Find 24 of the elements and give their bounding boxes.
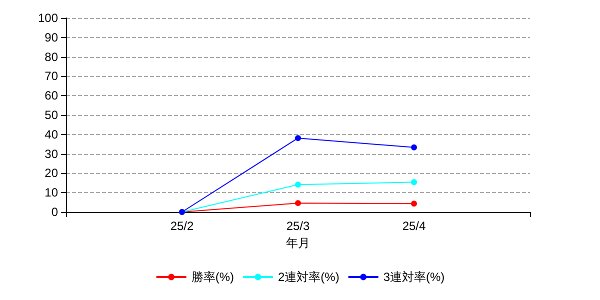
legend-label: 2連対率(%) bbox=[278, 270, 340, 284]
x-tick-label: 25/4 bbox=[402, 219, 426, 233]
y-tick-label: 20 bbox=[44, 166, 58, 180]
y-tick-label: 0 bbox=[51, 205, 58, 219]
y-tick-label: 70 bbox=[44, 69, 58, 84]
y-tick-label: 10 bbox=[44, 186, 58, 200]
point bbox=[295, 200, 301, 206]
y-tick-label: 90 bbox=[44, 30, 58, 44]
point bbox=[295, 182, 301, 188]
point bbox=[411, 179, 417, 186]
y-tick-label: 30 bbox=[44, 146, 58, 161]
point bbox=[295, 135, 301, 142]
legend-label: 3連対率(%) bbox=[383, 270, 445, 284]
x-axis-title: 年月 bbox=[286, 236, 310, 250]
legend-label: 勝率(%) bbox=[191, 270, 234, 284]
y-tick-label: 60 bbox=[44, 88, 58, 103]
x-tick-label: 25/3 bbox=[286, 219, 310, 233]
point bbox=[411, 144, 417, 150]
y-tick-label: 80 bbox=[44, 50, 58, 64]
x-tick-label: 25/2 bbox=[170, 219, 194, 233]
y-tick-label: 100 bbox=[38, 11, 58, 25]
y-tick-label: 40 bbox=[44, 127, 58, 142]
y-tick-label: 50 bbox=[44, 108, 58, 122]
point bbox=[411, 200, 417, 207]
